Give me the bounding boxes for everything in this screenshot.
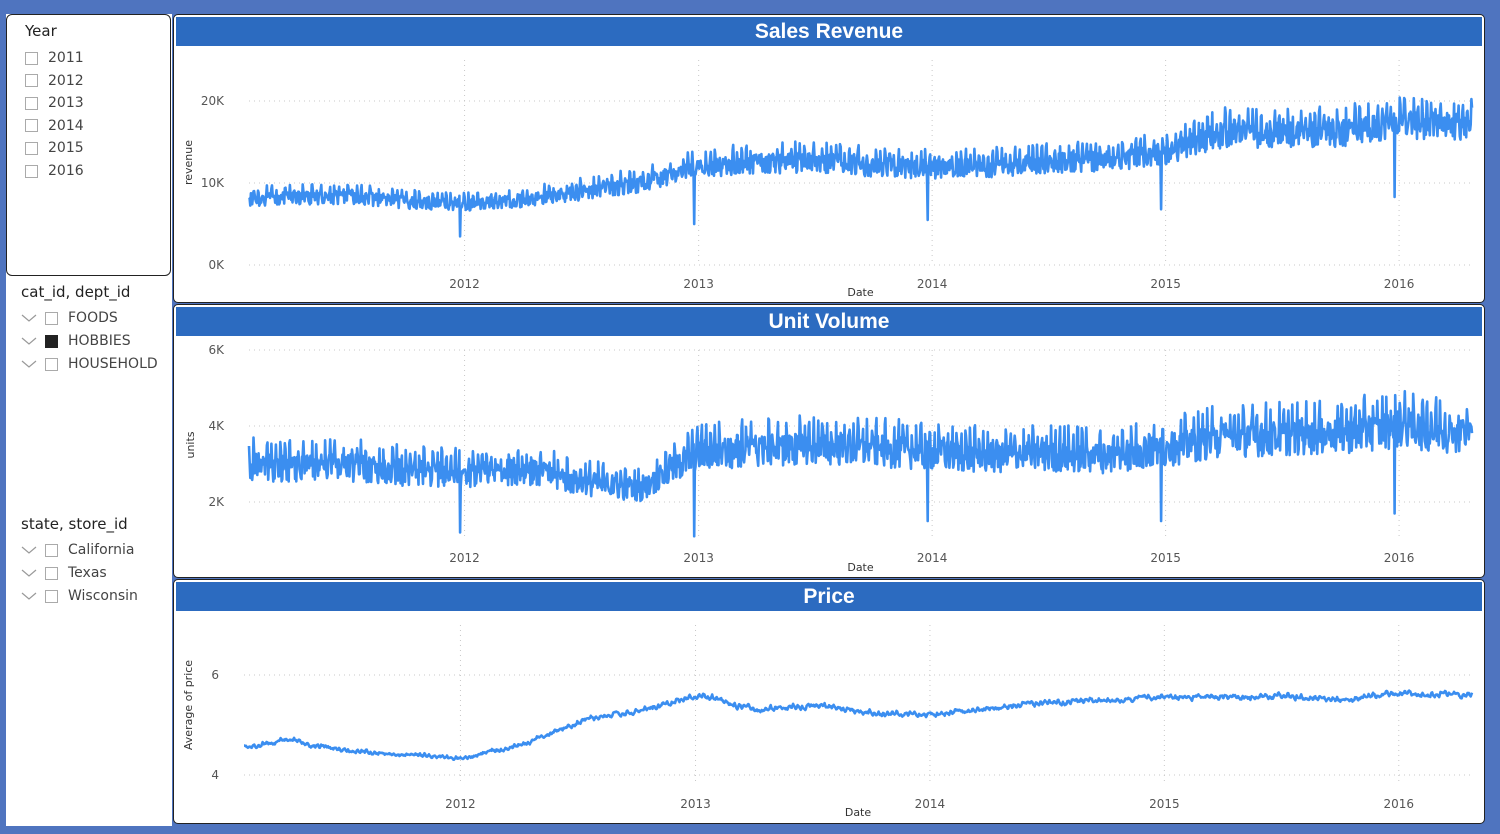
slicer-item-label: California — [68, 542, 135, 558]
checkbox[interactable] — [45, 334, 58, 348]
x-tick-label: 2013 — [683, 551, 714, 565]
x-tick-label: 2012 — [449, 277, 480, 291]
y-axis-label: Average of price — [182, 660, 195, 750]
x-tick-label: 2015 — [1150, 551, 1181, 565]
y-tick-label: 2K — [208, 495, 225, 509]
x-tick-label: 2015 — [1149, 797, 1180, 811]
x-tick-label: 2015 — [1150, 277, 1181, 291]
y-tick-label: 10K — [201, 176, 225, 190]
series-line — [243, 689, 1474, 761]
checkbox[interactable] — [25, 119, 38, 133]
checkbox[interactable] — [45, 543, 58, 557]
checkbox[interactable] — [45, 589, 58, 603]
unit-volume-plot: 2K 4K 6K 2012 2013 2014 2015 2016 Date units — [184, 343, 1474, 574]
y-tick-label: 4 — [211, 768, 219, 782]
x-tick-label: 2012 — [449, 551, 480, 565]
price-chart: Price 4 6 2012 2013 2014 2015 2016 Date Average … — [173, 579, 1485, 824]
slicer-item-label: HOUSEHOLD — [68, 356, 158, 372]
slicer-item-2013[interactable]: 2013 — [25, 93, 84, 113]
slicer-item-wisconsin[interactable]: Wisconsin — [21, 586, 138, 606]
slicer-item-foods[interactable]: FOODS — [21, 308, 118, 328]
checkbox[interactable] — [25, 51, 38, 65]
checkbox[interactable] — [25, 74, 38, 88]
category-slicer-title: cat_id, dept_id — [21, 283, 131, 301]
slicer-item-label: 2013 — [48, 95, 84, 112]
chart-title: Price — [176, 582, 1482, 611]
chevron-down-icon[interactable] — [21, 568, 37, 578]
store-slicer-title: state, store_id — [21, 515, 128, 533]
checkbox[interactable] — [25, 141, 38, 155]
x-tick-label: 2016 — [1384, 551, 1415, 565]
chevron-down-icon[interactable] — [21, 591, 37, 601]
series-line — [247, 389, 1474, 538]
slicer-item-label: 2015 — [48, 140, 84, 157]
checkbox[interactable] — [45, 311, 58, 325]
x-axis-label: Date — [847, 286, 874, 299]
slicer-item-label: 2012 — [48, 72, 84, 89]
chevron-down-icon[interactable] — [21, 336, 37, 346]
slicer-item-label: FOODS — [68, 310, 118, 326]
series-line — [248, 96, 1474, 238]
chart-title: Unit Volume — [176, 307, 1482, 336]
x-tick-label: 2014 — [917, 277, 948, 291]
x-tick-label: 2016 — [1384, 797, 1415, 811]
unit-volume-chart: Unit Volume 2K 4K 6K 2012 2013 2014 2015 2016 Da… — [173, 304, 1485, 578]
chart-title: Sales Revenue — [176, 17, 1482, 46]
x-tick-label: 2014 — [915, 797, 946, 811]
price-plot: 4 6 2012 2013 2014 2015 2016 Date Average of pri… — [182, 625, 1474, 819]
slicer-item-california[interactable]: California — [21, 540, 134, 560]
slicer-item-label: 2016 — [48, 163, 84, 179]
chevron-down-icon[interactable] — [21, 545, 37, 555]
slicer-item-label: 2011 — [48, 50, 84, 66]
slicer-item-2016[interactable]: 2016 — [25, 161, 84, 181]
slicer-item-label: Wisconsin — [68, 588, 138, 604]
x-axis-label: Date — [845, 806, 872, 819]
y-tick-label: 0K — [208, 258, 225, 272]
sales-revenue-plot: 0K 10K 20K 2012 2013 2014 2015 2016 Date revenue — [182, 60, 1474, 299]
checkbox[interactable] — [45, 357, 58, 371]
slicer-item-label: 2014 — [48, 117, 84, 134]
y-tick-label: 6K — [208, 343, 225, 357]
x-axis-label: Date — [847, 561, 874, 574]
slicer-item-2012[interactable]: 2012 — [25, 71, 84, 91]
x-tick-label: 2014 — [917, 551, 948, 565]
y-tick-label: 4K — [208, 419, 225, 433]
chevron-down-icon[interactable] — [21, 313, 37, 323]
slicer-item-household[interactable]: HOUSEHOLD — [21, 354, 158, 374]
slicer-item-label: HOBBIES — [68, 333, 131, 349]
y-tick-label: 6 — [211, 668, 219, 682]
slicer-item-2015[interactable]: 2015 — [25, 138, 84, 158]
y-tick-label: 20K — [201, 94, 225, 108]
checkbox[interactable] — [45, 566, 58, 580]
year-slicer-title: Year — [25, 22, 57, 40]
x-tick-label: 2012 — [445, 797, 476, 811]
slicer-item-texas[interactable]: Texas — [21, 563, 107, 583]
sales-revenue-chart: Sales Revenue 0K 10K 20K 2012 2013 2014 2015 20… — [173, 14, 1485, 303]
checkbox[interactable] — [25, 164, 38, 178]
slicer-item-hobbies[interactable]: HOBBIES — [21, 331, 131, 351]
slicer-item-label: Texas — [68, 565, 107, 581]
x-tick-label: 2013 — [680, 797, 711, 811]
chevron-down-icon[interactable] — [21, 359, 37, 369]
slicer-item-2011[interactable]: 2011 — [25, 48, 84, 68]
x-tick-label: 2013 — [683, 277, 714, 291]
y-axis-label: units — [184, 431, 197, 458]
slicer-item-2014[interactable]: 2014 — [25, 116, 84, 136]
x-tick-label: 2016 — [1384, 277, 1415, 291]
y-axis-label: revenue — [182, 140, 195, 185]
checkbox[interactable] — [25, 96, 38, 110]
